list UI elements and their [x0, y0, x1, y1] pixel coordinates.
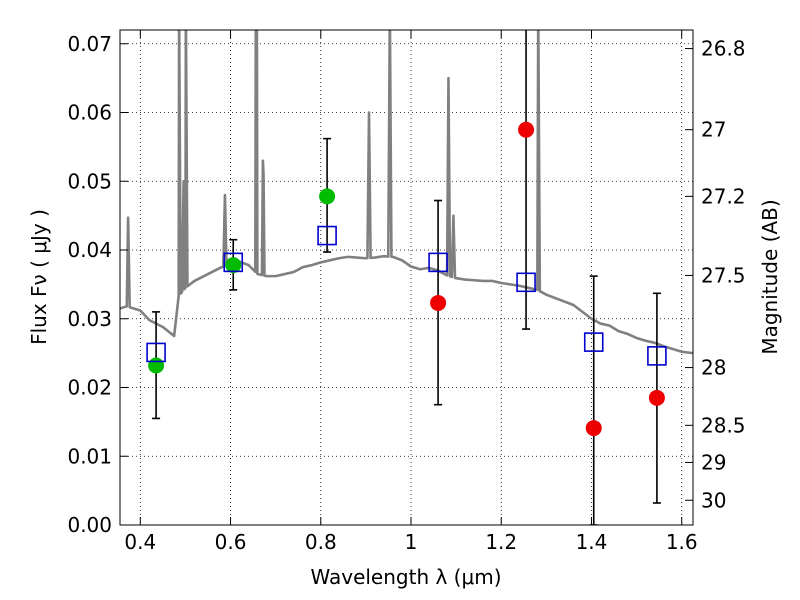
- upper-limit-point: [518, 121, 535, 138]
- model-photometry-marker: [146, 342, 166, 363]
- model-photometry-marker: [647, 346, 667, 366]
- model-photometry-marker: [583, 332, 604, 352]
- y2-tick-label: 29: [701, 450, 726, 474]
- y2-tick-label: 27: [701, 118, 726, 142]
- y-tick-label: 0.02: [67, 376, 112, 400]
- x-tick-label: 0.6: [215, 530, 247, 554]
- model-spectrum-line: [120, 30, 693, 355]
- y-tick-label: 0.00: [67, 513, 112, 537]
- x-tick-label: 1.2: [485, 530, 517, 554]
- upper-limit-point: [430, 294, 447, 311]
- y2-axis-title: Magnitude (AB): [758, 199, 782, 354]
- detected-point: [148, 357, 165, 374]
- data-points-layer: [146, 30, 667, 525]
- x-tick-label: 0.8: [305, 530, 337, 554]
- detected-point: [319, 188, 336, 205]
- upper-limit-point: [648, 389, 665, 406]
- y-tick-label: 0.07: [67, 32, 112, 56]
- y2-tick-label: 30: [701, 488, 726, 512]
- y2-tick-label: 27.2: [701, 184, 746, 208]
- x-tick-label: 1.6: [666, 530, 698, 554]
- y-tick-label: 0.04: [67, 238, 112, 262]
- y-tick-label: 0.05: [67, 169, 112, 193]
- model-photometry-marker: [223, 252, 244, 273]
- y-axis-title: Flux Fν ( μJy ): [27, 209, 51, 345]
- y-tick-label: 0.03: [67, 307, 112, 331]
- y-tick-label: 0.01: [67, 444, 112, 468]
- x-tick-label: 0.4: [124, 530, 156, 554]
- plot-frame: [119, 29, 694, 526]
- model-photometry-marker: [428, 252, 448, 273]
- y2-tick-label: 28: [701, 356, 726, 380]
- model-spectrum-layer: [120, 30, 693, 355]
- tick-labels: 0.4 0.6 0.8 1 1.2 1.4 1.6 0.00 0.01 0.02 0.03 0.04 0…: [67, 32, 745, 554]
- upper-limit-point: [585, 420, 602, 437]
- y2-tick-label: 28.5: [701, 413, 746, 437]
- x-axis-title: Wavelength λ (μm): [310, 565, 501, 589]
- y2-tick-label: 26.8: [701, 37, 746, 61]
- x-tick-label: 1: [405, 530, 418, 554]
- x-tick-label: 1.4: [576, 530, 608, 554]
- y2-tick-label: 27.5: [701, 263, 746, 287]
- grid-lines: [120, 30, 693, 526]
- detected-point: [225, 257, 242, 274]
- y-tick-label: 0.06: [67, 101, 112, 125]
- model-photometry-marker: [317, 225, 337, 246]
- model-photometry-marker: [516, 272, 536, 293]
- axis-ticks: [120, 30, 693, 526]
